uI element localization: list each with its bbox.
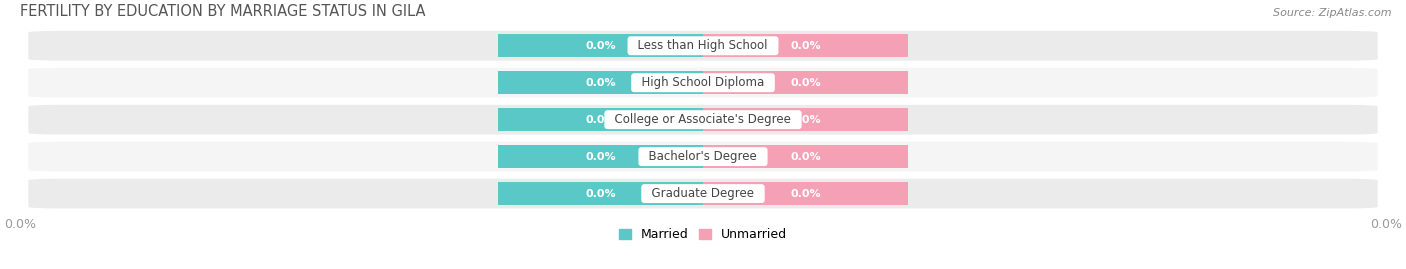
Text: Bachelor's Degree: Bachelor's Degree: [641, 150, 765, 163]
Text: 0.0%: 0.0%: [585, 41, 616, 51]
Text: High School Diploma: High School Diploma: [634, 76, 772, 89]
Text: 0.0%: 0.0%: [585, 152, 616, 162]
FancyBboxPatch shape: [27, 30, 1379, 62]
FancyBboxPatch shape: [27, 103, 1379, 136]
Bar: [703, 71, 908, 94]
Text: 0.0%: 0.0%: [790, 152, 821, 162]
Bar: [703, 108, 908, 131]
Bar: [498, 71, 703, 94]
Bar: [498, 108, 703, 131]
Text: Less than High School: Less than High School: [630, 39, 776, 52]
Text: 0.0%: 0.0%: [585, 189, 616, 199]
Text: College or Associate's Degree: College or Associate's Degree: [607, 113, 799, 126]
Text: 0.0%: 0.0%: [790, 78, 821, 88]
Bar: [703, 145, 908, 168]
Text: 0.0%: 0.0%: [790, 41, 821, 51]
Text: FERTILITY BY EDUCATION BY MARRIAGE STATUS IN GILA: FERTILITY BY EDUCATION BY MARRIAGE STATU…: [20, 4, 426, 19]
Bar: [498, 145, 703, 168]
Bar: [498, 34, 703, 57]
Text: 0.0%: 0.0%: [585, 78, 616, 88]
Text: Graduate Degree: Graduate Degree: [644, 187, 762, 200]
Text: 0.0%: 0.0%: [790, 115, 821, 125]
Text: 0.0%: 0.0%: [585, 115, 616, 125]
FancyBboxPatch shape: [27, 177, 1379, 210]
Text: 0.0%: 0.0%: [790, 189, 821, 199]
Text: Source: ZipAtlas.com: Source: ZipAtlas.com: [1274, 8, 1392, 18]
FancyBboxPatch shape: [27, 140, 1379, 173]
Legend: Married, Unmarried: Married, Unmarried: [613, 224, 793, 246]
Bar: [703, 34, 908, 57]
FancyBboxPatch shape: [27, 66, 1379, 99]
Bar: [498, 182, 703, 205]
Bar: [703, 182, 908, 205]
